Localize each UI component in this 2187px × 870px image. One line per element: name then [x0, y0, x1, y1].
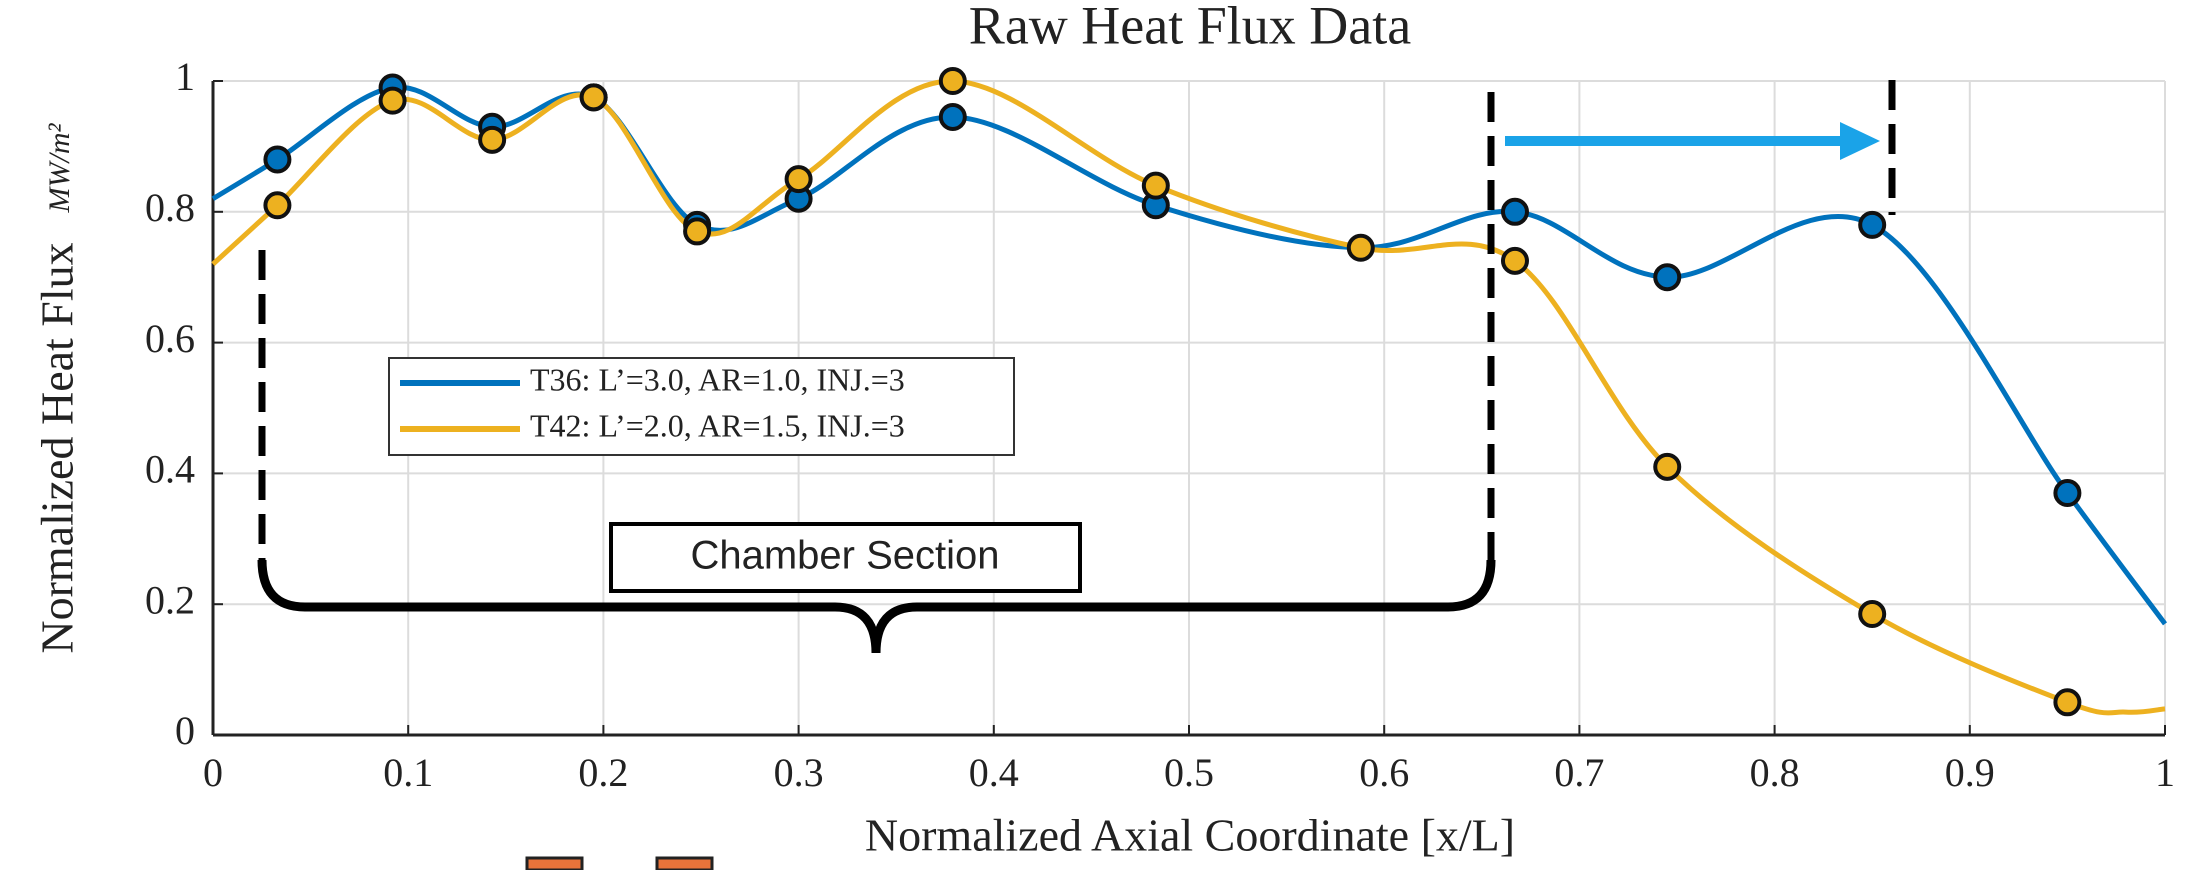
x-axis-label: Normalized Axial Coordinate [x/L] [865, 810, 1515, 861]
annotation-text: Chamber Section [690, 534, 999, 578]
data-point [1653, 263, 1682, 292]
x-tick-label: 1 [2155, 750, 2175, 795]
brace [257, 559, 1496, 654]
arrow-head [1840, 122, 1880, 160]
legend-box [388, 357, 1015, 456]
data-point [1858, 600, 1887, 629]
data-point [938, 102, 967, 131]
arrow [1505, 122, 1880, 160]
x-tick-label: 0.7 [1554, 750, 1604, 795]
decoration [525, 856, 584, 870]
data-point [263, 191, 292, 220]
x-tick-label: 0.1 [383, 750, 433, 795]
x-tick-label: 0.8 [1750, 750, 1800, 795]
y-tick-label: 0.4 [145, 447, 195, 492]
y-tick-label: 0.6 [145, 316, 195, 361]
data-point [1141, 171, 1170, 200]
data-point [1500, 197, 1529, 226]
y-tick-label: 0.2 [145, 577, 195, 622]
annotation-box [609, 522, 1082, 593]
data-point [1500, 246, 1529, 275]
data-point [938, 67, 967, 95]
chart-title: Raw Heat Flux Data [969, 0, 1411, 55]
data-point [1346, 233, 1375, 262]
x-tick-label: 0.5 [1164, 750, 1214, 795]
y-tick-label: 1 [175, 54, 195, 99]
y-axis-label: Normalized Heat Flux [32, 242, 83, 653]
plot-area [211, 67, 2168, 717]
data-point [2053, 688, 2082, 717]
data-point [1858, 210, 1887, 239]
data-point [263, 145, 292, 174]
x-tick-label: 0.9 [1945, 750, 1995, 795]
y-axis-title: Normalized Heat Flux MW/m² [32, 123, 83, 654]
x-tick-label: 0.3 [774, 750, 824, 795]
annotations [257, 80, 1896, 654]
legend-label: T42: L’=2.0, AR=1.5, INJ.=3 [530, 407, 905, 443]
decoration [655, 856, 714, 870]
x-tick-label: 0.6 [1359, 750, 1409, 795]
legend-label: T36: L’=3.0, AR=1.0, INJ.=3 [530, 361, 905, 397]
data-point [1653, 452, 1682, 481]
x-tick-label: 0.4 [969, 750, 1019, 795]
data-point [784, 165, 813, 194]
data-point [378, 86, 407, 115]
y-axis-unit: MW/m² [43, 123, 76, 214]
y-tick-label: 0 [175, 708, 195, 753]
data-point [683, 217, 712, 246]
x-tick-label: 0 [203, 750, 223, 795]
data-point [579, 83, 608, 112]
x-tick-label: 0.2 [578, 750, 628, 795]
data-point [478, 125, 507, 154]
y-tick-label: 0.8 [145, 185, 195, 230]
legend: T36: L’=3.0, AR=1.0, INJ.=3 T42: L’=2.0, … [388, 357, 1015, 456]
data-point [2053, 479, 2082, 508]
